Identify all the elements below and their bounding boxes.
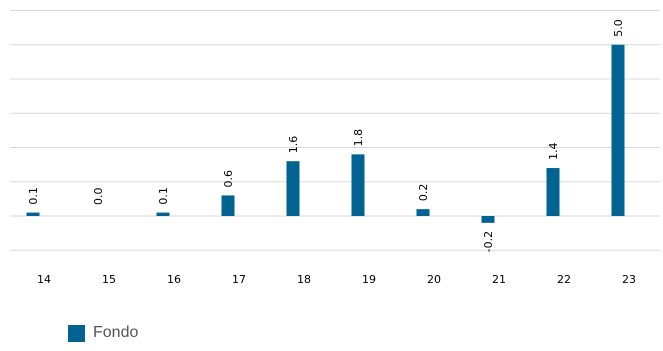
x-tick-label-22: 22 [557, 273, 571, 286]
value-label-20: 0.2 [417, 184, 430, 202]
bar-21 [481, 216, 495, 223]
bar-19 [351, 154, 365, 216]
value-label-16: 0.1 [157, 187, 170, 205]
legend: Fondo [68, 324, 138, 342]
legend-swatch [68, 324, 85, 342]
x-tick-label-20: 20 [427, 273, 441, 286]
value-label-17: 0.6 [222, 170, 235, 188]
bars-group [26, 44, 625, 223]
value-label-21: -0.2 [482, 231, 495, 252]
bar-16 [156, 212, 170, 216]
value-label-18: 1.6 [287, 136, 300, 154]
x-tick-label-19: 19 [362, 273, 376, 286]
value-label-19: 1.8 [352, 129, 365, 147]
value-label-15: 0.0 [92, 188, 105, 206]
x-tick-label-21: 21 [492, 273, 506, 286]
value-label-22: 1.4 [547, 143, 560, 161]
grid-lines [10, 10, 660, 251]
x-tick-labels-group: 14 15 16 17 18 19 20 21 22 23 [37, 273, 636, 286]
bar-18 [286, 161, 300, 216]
bar-23 [611, 44, 625, 216]
x-tick-label-16: 16 [167, 273, 181, 286]
x-tick-label-18: 18 [297, 273, 311, 286]
value-labels-group: 0.1 0.0 0.1 0.6 1.6 1.8 0.2 -0.2 1.4 5.0 [27, 19, 625, 252]
x-tick-label-15: 15 [102, 273, 116, 286]
bar-17 [221, 195, 235, 216]
x-tick-label-17: 17 [232, 273, 246, 286]
x-tick-label-23: 23 [622, 273, 636, 286]
bar-20 [416, 209, 430, 216]
legend-label: Fondo [93, 324, 139, 341]
x-tick-label-14: 14 [37, 273, 51, 286]
value-label-23: 5.0 [612, 19, 625, 37]
value-label-14: 0.1 [27, 187, 40, 205]
bar-22 [546, 168, 560, 216]
bar-14 [26, 212, 40, 216]
